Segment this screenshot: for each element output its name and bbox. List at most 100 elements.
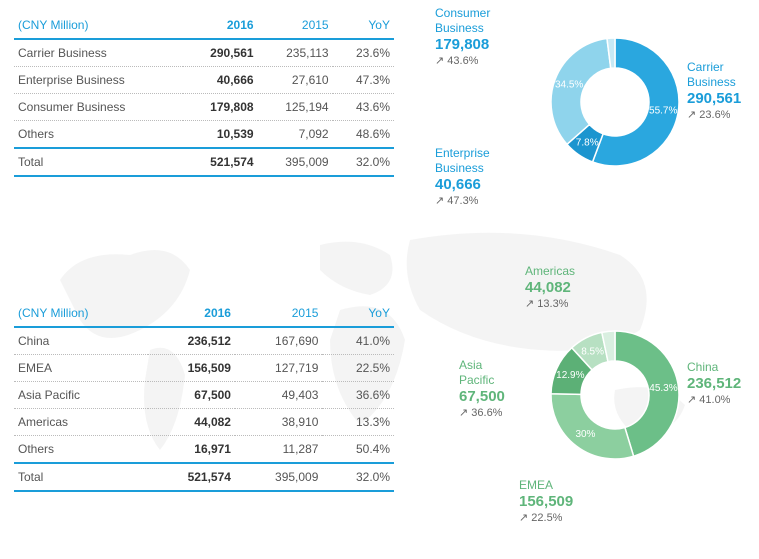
row-name: EMEA bbox=[14, 355, 148, 382]
label-name: China bbox=[687, 360, 741, 375]
row-yoy: 36.6% bbox=[322, 382, 394, 409]
slice-pct-consumer: 34.5% bbox=[555, 80, 583, 91]
row-2015: 395,009 bbox=[235, 463, 322, 491]
label-yoy: ↗ 36.6% bbox=[459, 407, 505, 421]
row-name: Carrier Business bbox=[14, 39, 183, 67]
label-name: Business bbox=[435, 21, 490, 36]
row-yoy: 23.6% bbox=[333, 39, 394, 67]
col-yoy: YoY bbox=[333, 12, 394, 39]
row-name: Total bbox=[14, 463, 148, 491]
row-2015: 167,690 bbox=[235, 327, 322, 355]
row-2016: 16,971 bbox=[148, 436, 235, 464]
row-2016: 10,539 bbox=[183, 121, 258, 149]
label-yoy: ↗ 22.5% bbox=[519, 512, 573, 526]
slice-pct-carrier: 55.7% bbox=[649, 106, 677, 117]
row-2016: 40,666 bbox=[183, 67, 258, 94]
label-yoy: ↗ 23.6% bbox=[687, 109, 741, 123]
label-value: 40,666 bbox=[435, 176, 490, 195]
row-yoy: 32.0% bbox=[333, 148, 394, 176]
row-2015: 49,403 bbox=[235, 382, 322, 409]
label-value: 156,509 bbox=[519, 493, 573, 512]
row-2016: 156,509 bbox=[148, 355, 235, 382]
row-2015: 11,287 bbox=[235, 436, 322, 464]
row-2016: 521,574 bbox=[183, 148, 258, 176]
label-name: Carrier bbox=[687, 60, 741, 75]
arrow-up-icon: ↗ bbox=[435, 55, 444, 67]
row-yoy: 48.6% bbox=[333, 121, 394, 149]
table-row-total: Total521,574395,00932.0% bbox=[14, 463, 394, 491]
table-row: Consumer Business179,808125,19443.6% bbox=[14, 94, 394, 121]
row-2015: 127,719 bbox=[235, 355, 322, 382]
row-name: Total bbox=[14, 148, 183, 176]
row-2015: 395,009 bbox=[258, 148, 333, 176]
row-2015: 125,194 bbox=[258, 94, 333, 121]
label-name: Business bbox=[435, 161, 490, 176]
row-2016: 179,808 bbox=[183, 94, 258, 121]
label-name: EMEA bbox=[519, 478, 573, 493]
row-yoy: 32.0% bbox=[322, 463, 394, 491]
donut-slice-emea bbox=[551, 394, 634, 459]
row-name: Americas bbox=[14, 409, 148, 436]
label-name: Pacific bbox=[459, 373, 505, 388]
label-name: Consumer bbox=[435, 6, 490, 21]
col-unit: (CNY Million) bbox=[14, 12, 183, 39]
table-business: (CNY Million) 2016 2015 YoY Carrier Busi… bbox=[14, 12, 394, 177]
col-2016: 2016 bbox=[183, 12, 258, 39]
row-yoy: 47.3% bbox=[333, 67, 394, 94]
donut-label-ap: AsiaPacific67,500↗ 36.6% bbox=[459, 358, 505, 421]
table-row: Carrier Business290,561235,11323.6% bbox=[14, 39, 394, 67]
table-row: China236,512167,69041.0% bbox=[14, 327, 394, 355]
region-table: (CNY Million) 2016 2015 YoY China236,512… bbox=[14, 300, 394, 492]
label-name: Asia bbox=[459, 358, 505, 373]
label-yoy: ↗ 41.0% bbox=[687, 394, 741, 408]
label-yoy: ↗ 13.3% bbox=[525, 298, 575, 312]
row-2015: 27,610 bbox=[258, 67, 333, 94]
table-row: Others16,97111,28750.4% bbox=[14, 436, 394, 464]
donut-slice-consumer bbox=[551, 39, 611, 145]
row-name: Consumer Business bbox=[14, 94, 183, 121]
row-2016: 236,512 bbox=[148, 327, 235, 355]
donut-label-americas: Americas44,082↗ 13.3% bbox=[525, 264, 575, 312]
business-table: (CNY Million) 2016 2015 YoY Carrier Busi… bbox=[14, 12, 394, 177]
label-value: 44,082 bbox=[525, 279, 575, 298]
label-name: Americas bbox=[525, 264, 575, 279]
row-name: China bbox=[14, 327, 148, 355]
label-value: 67,500 bbox=[459, 388, 505, 407]
row-2015: 235,113 bbox=[258, 39, 333, 67]
row-name: Enterprise Business bbox=[14, 67, 183, 94]
col-unit: (CNY Million) bbox=[14, 300, 148, 327]
arrow-up-icon: ↗ bbox=[687, 109, 696, 121]
row-2015: 7,092 bbox=[258, 121, 333, 149]
donut-label-emea: EMEA156,509↗ 22.5% bbox=[519, 478, 573, 526]
row-name: Others bbox=[14, 436, 148, 464]
slice-pct-americas: 8.5% bbox=[581, 346, 604, 357]
row-name: Asia Pacific bbox=[14, 382, 148, 409]
donut-label-enterprise: EnterpriseBusiness40,666↗ 47.3% bbox=[435, 146, 490, 209]
table-region: (CNY Million) 2016 2015 YoY China236,512… bbox=[14, 300, 394, 492]
label-yoy: ↗ 47.3% bbox=[435, 195, 490, 209]
slice-pct-china: 45.3% bbox=[649, 383, 677, 394]
arrow-up-icon: ↗ bbox=[687, 394, 696, 406]
table-row: Enterprise Business40,66627,61047.3% bbox=[14, 67, 394, 94]
slice-pct-ap: 12.9% bbox=[556, 370, 584, 381]
table-row: Asia Pacific67,50049,40336.6% bbox=[14, 382, 394, 409]
row-2015: 38,910 bbox=[235, 409, 322, 436]
row-yoy: 41.0% bbox=[322, 327, 394, 355]
slice-pct-enterprise: 7.8% bbox=[576, 137, 599, 148]
col-2015: 2015 bbox=[258, 12, 333, 39]
row-yoy: 50.4% bbox=[322, 436, 394, 464]
label-value: 290,561 bbox=[687, 90, 741, 109]
row-yoy: 22.5% bbox=[322, 355, 394, 382]
slice-pct-emea: 30% bbox=[575, 429, 595, 440]
row-2016: 44,082 bbox=[148, 409, 235, 436]
label-value: 179,808 bbox=[435, 36, 490, 55]
arrow-up-icon: ↗ bbox=[525, 298, 534, 310]
arrow-up-icon: ↗ bbox=[519, 512, 528, 524]
row-yoy: 13.3% bbox=[322, 409, 394, 436]
table-row: Americas44,08238,91013.3% bbox=[14, 409, 394, 436]
col-2016: 2016 bbox=[148, 300, 235, 327]
row-2016: 67,500 bbox=[148, 382, 235, 409]
business-donut: 55.7% 7.8% 34.5% Carrier Business 290,561↗ 2… bbox=[425, 6, 745, 196]
region-donut: 45.3%30%12.9%8.5% China236,512↗ 41.0%Ame… bbox=[425, 280, 745, 540]
arrow-up-icon: ↗ bbox=[459, 407, 468, 419]
